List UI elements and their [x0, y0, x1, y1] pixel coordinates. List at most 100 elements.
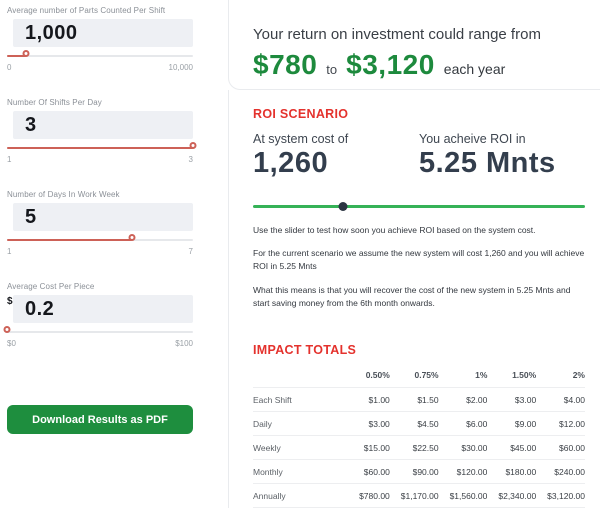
table-cell: $9.00 — [487, 411, 537, 436]
table-cell: $4.00 — [536, 387, 585, 412]
slider-handle[interactable] — [338, 202, 348, 212]
table-cell: $1,170.00 — [389, 483, 439, 508]
slider-handle[interactable] — [128, 234, 136, 241]
field-label: Number of Days In Work Week — [7, 190, 120, 199]
cost-per-piece-input[interactable]: 0.2 — [13, 295, 193, 323]
table-cell: $1,560.00 — [438, 483, 488, 508]
table-cell: $4.50 — [389, 411, 439, 436]
roi-scenario-heading: ROI SCENARIO — [253, 107, 349, 122]
roi-range-intro: Your return on investment could range fr… — [253, 26, 541, 43]
roi-range-values: $780 to $3,120 each year — [253, 49, 585, 81]
slider-max-label: 3 — [188, 155, 193, 164]
table-cell: $120.00 — [438, 459, 488, 484]
slider-min-label: 0 — [7, 63, 12, 72]
roi-range-connector: to — [326, 62, 338, 77]
shifts-per-day-slider[interactable] — [7, 142, 197, 153]
field-cost-per-piece: Average Cost Per Piece $ 0.2 $0 $100 — [3, 282, 193, 348]
download-pdf-button[interactable]: Download Results as PDF — [7, 405, 193, 434]
slider-min-label: $0 — [7, 339, 16, 348]
slider-handle[interactable] — [3, 326, 11, 333]
table-row: Weekly $15.00 $22.50 $30.00 $45.00 $60.0… — [253, 435, 585, 460]
slider-track-fill — [7, 239, 132, 241]
table-header-row: 0.50% 0.75% 1% 1.50% 2% — [253, 370, 585, 388]
slider-track — [7, 331, 193, 333]
system-cost-column: At system cost of 1,260 — [253, 132, 419, 180]
slider-track-fill — [7, 147, 193, 149]
scenario-and-impact: ROI SCENARIO At system cost of 1,260 You… — [228, 90, 600, 508]
table-cell: $12.00 — [536, 411, 585, 436]
field-days-per-week: Number of Days In Work Week 5 1 7 — [7, 190, 193, 256]
roi-low-value: $780 — [253, 49, 318, 80]
field-label: Number Of Shifts Per Day — [7, 98, 102, 107]
system-cost-slider[interactable] — [253, 202, 585, 212]
parts-per-shift-input[interactable]: 1,000 — [13, 19, 193, 47]
slider-handle[interactable] — [22, 50, 30, 57]
slider-track — [253, 205, 585, 209]
slider-range-labels: 1 3 — [7, 155, 193, 164]
field-label: Average number of Parts Counted Per Shif… — [7, 6, 166, 15]
column-header: 1% — [438, 370, 488, 388]
impact-totals-table: 0.50% 0.75% 1% 1.50% 2% Each Shift $1.00… — [253, 370, 585, 508]
field-box-wrap: $ 0.2 — [7, 295, 193, 323]
field-box-wrap: 1,000 — [7, 19, 193, 47]
slider-max-label: $100 — [175, 339, 193, 348]
slider-handle[interactable] — [189, 142, 197, 149]
table-cell: $180.00 — [487, 459, 537, 484]
shifts-per-day-input[interactable]: 3 — [13, 111, 193, 139]
slider-min-label: 1 — [7, 155, 12, 164]
row-label: Weekly — [253, 435, 341, 460]
field-parts-per-shift: Average number of Parts Counted Per Shif… — [7, 6, 193, 72]
row-label: Annually — [253, 483, 341, 508]
impact-totals-section: IMPACT TOTALS 0.50% 0.75% 1% 1.50% 2% — [253, 343, 585, 508]
table-cell: $15.00 — [341, 435, 390, 460]
column-header: 1.50% — [487, 370, 537, 388]
roi-range-suffix: each year — [443, 61, 506, 77]
table-row: Monthly $60.00 $90.00 $120.00 $180.00 $2… — [253, 459, 585, 484]
slider-range-labels: 0 10,000 — [7, 63, 193, 72]
scenario-paragraph: Use the slider to test how soon you achi… — [253, 225, 536, 236]
table-cell: $90.00 — [389, 459, 439, 484]
slider-track — [7, 55, 193, 57]
scenario-paragraph: For the current scenario we assume the n… — [253, 248, 585, 272]
table-cell: $1.00 — [341, 387, 390, 412]
roi-time-column: You acheive ROI in 5.25 Mnts — [419, 132, 556, 180]
table-cell: $6.00 — [438, 411, 488, 436]
slider-max-label: 7 — [188, 247, 193, 256]
scenario-paragraph: What this means is that you will recover… — [253, 284, 571, 308]
table-cell: $3.00 — [487, 387, 537, 412]
slider-min-label: 1 — [7, 247, 12, 256]
row-label: Daily — [253, 411, 341, 436]
table-cell: $3.00 — [341, 411, 390, 436]
table-cell: $60.00 — [341, 459, 390, 484]
column-header: 0.50% — [341, 370, 390, 388]
table-cell: $22.50 — [389, 435, 439, 460]
results-panel: Your return on investment could range fr… — [228, 0, 600, 508]
table-cell: $3,120.00 — [536, 483, 585, 508]
impact-totals-heading: IMPACT TOTALS — [253, 343, 357, 357]
field-box-wrap: 3 — [7, 111, 193, 139]
roi-time-label: You acheive ROI in — [419, 132, 526, 147]
roi-range-card: Your return on investment could range fr… — [228, 0, 600, 91]
slider-range-labels: $0 $100 — [7, 339, 193, 348]
table-row: Daily $3.00 $4.50 $6.00 $9.00 $12.00 — [253, 411, 585, 436]
parts-per-shift-slider[interactable] — [7, 50, 193, 61]
days-per-week-slider[interactable] — [7, 234, 193, 245]
table-row: Each Shift $1.00 $1.50 $2.00 $3.00 $4.00 — [253, 387, 585, 412]
cost-per-piece-slider[interactable] — [3, 326, 193, 337]
days-per-week-input[interactable]: 5 — [13, 203, 193, 231]
roi-high-value: $3,120 — [346, 49, 435, 80]
system-cost-value: 1,260 — [253, 147, 329, 180]
table-row: Annually $780.00 $1,170.00 $1,560.00 $2,… — [253, 483, 585, 508]
row-label: Monthly — [253, 459, 341, 484]
slider-max-label: 10,000 — [168, 63, 193, 72]
roi-time-value: 5.25 Mnts — [419, 147, 556, 180]
dollar-sign-prefix: $ — [7, 296, 13, 307]
field-label: Average Cost Per Piece — [7, 282, 95, 291]
table-cell: $60.00 — [536, 435, 585, 460]
row-label: Each Shift — [253, 387, 341, 412]
table-cell: $240.00 — [536, 459, 585, 484]
table-cell: $780.00 — [341, 483, 390, 508]
slider-track-fill — [7, 55, 26, 57]
table-cell: $30.00 — [438, 435, 488, 460]
